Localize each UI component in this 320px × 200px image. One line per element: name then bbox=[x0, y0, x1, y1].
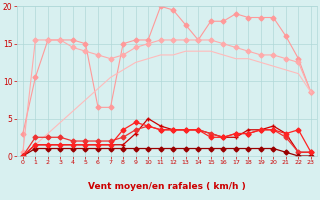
X-axis label: Vent moyen/en rafales ( km/h ): Vent moyen/en rafales ( km/h ) bbox=[88, 182, 246, 191]
